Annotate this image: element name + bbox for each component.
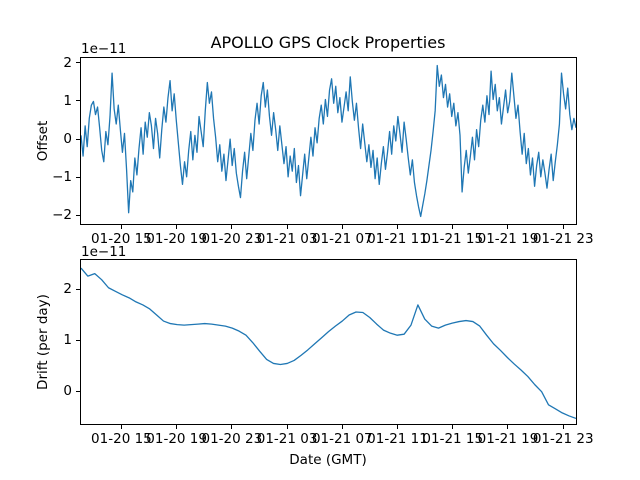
x-tick-label: 01-21 23 <box>532 431 594 447</box>
y-tick-label: 1 <box>63 92 72 109</box>
y-tick-mark <box>76 62 80 64</box>
x-tick-label: 01-21 15 <box>422 231 484 247</box>
x-tick-label: 01-21 19 <box>477 231 539 247</box>
y-tick-mark <box>76 100 80 102</box>
x-tick-label: 01-20 19 <box>146 231 207 247</box>
xlabel: Date (GMT) <box>289 452 367 468</box>
x-tick-mark <box>231 225 233 229</box>
x-tick-label: 01-21 07 <box>311 231 373 247</box>
x-tick-mark <box>286 425 288 429</box>
x-tick-mark <box>397 225 399 229</box>
x-tick-mark <box>397 425 399 429</box>
x-tick-mark <box>120 425 122 429</box>
x-tick-label: 01-21 11 <box>367 231 428 247</box>
y-tick-label: 2 <box>63 281 72 298</box>
offset-axes <box>80 57 577 225</box>
y-tick-label: 2 <box>63 54 72 71</box>
x-tick-label: 01-20 19 <box>146 431 207 447</box>
y-tick-mark <box>76 339 80 341</box>
offset-series-line <box>81 64 576 218</box>
offset-series-plot <box>81 64 576 218</box>
drift-axis-exponent-label: 1e−11 <box>81 244 127 260</box>
y-tick-label: −2 <box>52 207 72 224</box>
x-tick-mark <box>341 225 343 229</box>
y-tick-label: 1 <box>63 332 72 349</box>
y-tick-mark <box>76 288 80 290</box>
y-tick-mark <box>76 390 80 392</box>
x-tick-label: 01-21 07 <box>311 431 373 447</box>
x-tick-mark <box>452 425 454 429</box>
y-tick-mark <box>76 176 80 178</box>
x-tick-mark <box>231 425 233 429</box>
chart-title: APOLLO GPS Clock Properties <box>210 33 446 52</box>
x-tick-label: 01-20 23 <box>201 231 263 247</box>
y-tick-label: −1 <box>52 169 72 186</box>
y-tick-label: 0 <box>63 383 72 400</box>
y-tick-mark <box>76 214 80 216</box>
offset-axis-exponent-label: 1e−11 <box>81 41 127 57</box>
x-tick-mark <box>507 225 509 229</box>
y-tick-mark <box>76 138 80 140</box>
y-tick-label: 0 <box>63 131 72 148</box>
drift-axes <box>80 259 577 425</box>
x-tick-label: 01-21 03 <box>256 431 318 447</box>
x-tick-label: 01-21 11 <box>367 431 428 447</box>
x-tick-mark <box>120 225 122 229</box>
x-tick-mark <box>452 225 454 229</box>
x-tick-label: 01-21 23 <box>532 231 594 247</box>
x-tick-mark <box>562 225 564 229</box>
x-tick-mark <box>176 225 178 229</box>
x-tick-label: 01-21 03 <box>256 231 318 247</box>
x-tick-mark <box>286 225 288 229</box>
offset-ylabel: Offset <box>35 120 51 162</box>
x-tick-label: 01-21 15 <box>422 431 484 447</box>
x-tick-mark <box>562 425 564 429</box>
drift-series-plot <box>81 267 576 420</box>
x-tick-mark <box>341 425 343 429</box>
x-tick-label: 01-20 15 <box>91 431 152 447</box>
x-tick-label: 01-20 15 <box>91 231 152 247</box>
x-tick-label: 01-21 19 <box>477 431 539 447</box>
x-tick-label: 01-20 23 <box>201 431 263 447</box>
x-tick-mark <box>507 425 509 429</box>
drift-ylabel: Drift (per day) <box>35 294 51 390</box>
x-tick-mark <box>176 425 178 429</box>
drift-series-line <box>81 267 576 420</box>
